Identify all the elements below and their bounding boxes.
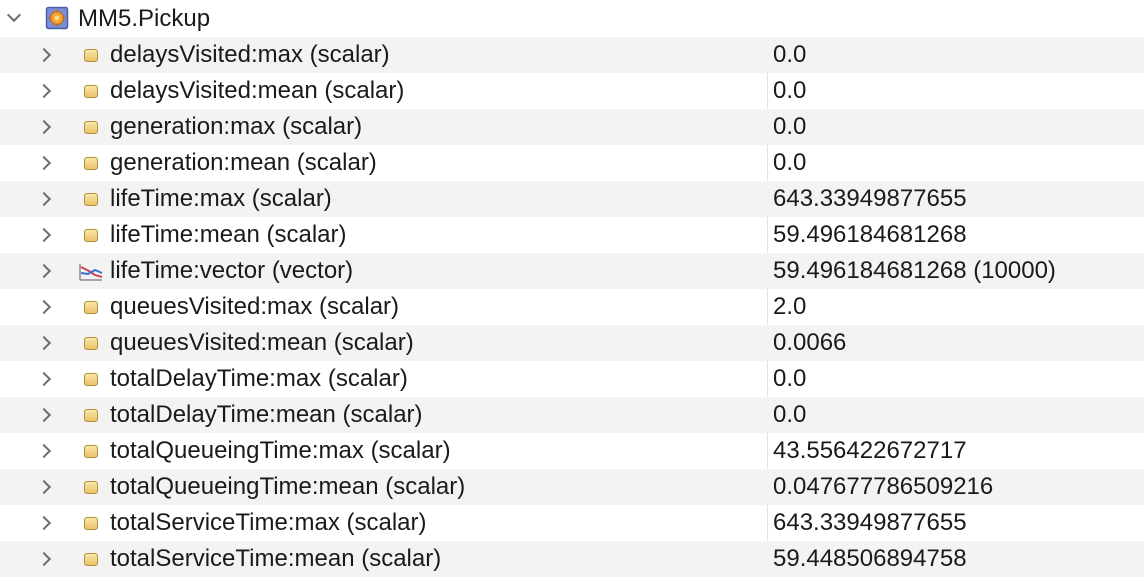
row-label: delaysVisited:max (scalar) (110, 41, 390, 68)
name-cell: totalDelayTime:max (scalar) (0, 361, 767, 397)
name-cell: totalQueueingTime:max (scalar) (0, 433, 767, 469)
scalar-icon (84, 193, 98, 206)
tree-row[interactable]: totalServiceTime:mean (scalar) 59.4485068… (0, 541, 1144, 577)
scalar-icon (84, 481, 98, 494)
tree-row[interactable]: generation:max (scalar) 0.0 (0, 109, 1144, 145)
row-label: lifeTime:vector (vector) (110, 257, 354, 284)
row-value: 59.496184681268 (10000) (773, 257, 1056, 284)
row-value: 0.0 (773, 365, 807, 392)
tree-row[interactable]: totalServiceTime:max (scalar) 643.3394987… (0, 505, 1144, 541)
scalar-icon (84, 373, 98, 386)
tree-row[interactable]: delaysVisited:mean (scalar) 0.0 (0, 73, 1144, 109)
module-icon (45, 6, 69, 30)
list-end-spacer (0, 577, 1144, 582)
name-cell: generation:mean (scalar) (0, 145, 767, 181)
scalar-icon (84, 229, 98, 242)
row-value: 0.0 (773, 401, 807, 428)
row-label: queuesVisited:mean (scalar) (110, 329, 414, 356)
chevron-right-icon[interactable] (36, 83, 52, 99)
chevron-down-icon[interactable] (6, 7, 22, 23)
name-cell: queuesVisited:max (scalar) (0, 289, 767, 325)
row-value: 0.0 (773, 113, 807, 140)
scalar-icon (84, 49, 98, 62)
root-label: MM5.Pickup (78, 4, 211, 32)
name-cell: lifeTime:vector (vector) (0, 253, 767, 289)
tree-row[interactable]: totalQueueingTime:mean (scalar) 0.0476777… (0, 469, 1144, 505)
scalar-icon (84, 553, 98, 566)
tree-row[interactable]: totalDelayTime:mean (scalar) 0.0 (0, 397, 1144, 433)
scalar-icon (84, 301, 98, 314)
chevron-right-icon[interactable] (36, 551, 52, 567)
row-label: lifeTime:mean (scalar) (110, 221, 347, 248)
tree-row[interactable]: generation:mean (scalar) 0.0 (0, 145, 1144, 181)
chevron-right-icon[interactable] (36, 299, 52, 315)
tree-rows: delaysVisited:max (scalar) 0.0 delaysVisit… (0, 37, 1144, 577)
chevron-right-icon[interactable] (36, 371, 52, 387)
column-divider (767, 0, 768, 582)
name-cell: lifeTime:max (scalar) (0, 181, 767, 217)
chevron-right-icon[interactable] (36, 155, 52, 171)
scalar-icon (84, 337, 98, 350)
tree-row[interactable]: queuesVisited:max (scalar) 2.0 (0, 289, 1144, 325)
name-cell: lifeTime:mean (scalar) (0, 217, 767, 253)
name-cell: queuesVisited:mean (scalar) (0, 325, 767, 361)
tree-row[interactable]: lifeTime:max (scalar) 643.33949877655 (0, 181, 1144, 217)
row-label: totalDelayTime:mean (scalar) (110, 401, 423, 428)
name-cell: delaysVisited:max (scalar) (0, 37, 767, 73)
tree-row[interactable]: totalQueueingTime:max (scalar) 43.5564226… (0, 433, 1144, 469)
row-label: totalQueueingTime:max (scalar) (110, 437, 451, 464)
name-cell: totalQueueingTime:mean (scalar) (0, 469, 767, 505)
row-value: 43.556422672717 (773, 437, 967, 464)
row-value: 59.496184681268 (773, 221, 967, 248)
scalar-icon (84, 409, 98, 422)
row-label: queuesVisited:max (scalar) (110, 293, 400, 320)
root-name-cell: MM5.Pickup (0, 0, 767, 37)
chevron-right-icon[interactable] (36, 263, 52, 279)
chevron-right-icon[interactable] (36, 227, 52, 243)
tree-row[interactable]: delaysVisited:max (scalar) 0.0 (0, 37, 1144, 73)
chevron-right-icon[interactable] (36, 335, 52, 351)
row-value: 0.0 (773, 149, 807, 176)
row-value: 0.0 (773, 77, 807, 104)
row-value: 2.0 (773, 293, 807, 320)
name-cell: totalServiceTime:max (scalar) (0, 505, 767, 541)
row-label: totalServiceTime:mean (scalar) (110, 545, 442, 572)
scalar-icon (84, 445, 98, 458)
tree-row[interactable]: totalDelayTime:max (scalar) 0.0 (0, 361, 1144, 397)
row-label: generation:max (scalar) (110, 113, 363, 140)
row-label: delaysVisited:mean (scalar) (110, 77, 405, 104)
chevron-right-icon[interactable] (36, 47, 52, 63)
name-cell: delaysVisited:mean (scalar) (0, 73, 767, 109)
row-value: 0.047677786509216 (773, 473, 994, 500)
scalar-icon (84, 85, 98, 98)
row-label: lifeTime:max (scalar) (110, 185, 332, 212)
tree-row[interactable]: lifeTime:mean (scalar) 59.496184681268 (0, 217, 1144, 253)
vector-icon (79, 264, 103, 281)
row-label: totalQueueingTime:mean (scalar) (110, 473, 466, 500)
scalar-icon (84, 517, 98, 530)
row-value: 0.0 (773, 41, 807, 68)
name-cell: generation:max (scalar) (0, 109, 767, 145)
name-cell: totalServiceTime:mean (scalar) (0, 541, 767, 577)
row-value: 0.0066 (773, 329, 847, 356)
chevron-right-icon[interactable] (36, 407, 52, 423)
row-value: 643.33949877655 (773, 185, 967, 212)
tree-row[interactable]: queuesVisited:mean (scalar) 0.0066 (0, 325, 1144, 361)
row-value: 643.33949877655 (773, 509, 967, 536)
name-cell: totalDelayTime:mean (scalar) (0, 397, 767, 433)
chevron-right-icon[interactable] (36, 191, 52, 207)
row-label: totalServiceTime:max (scalar) (110, 509, 427, 536)
chevron-right-icon[interactable] (36, 515, 52, 531)
row-label: totalDelayTime:max (scalar) (110, 365, 408, 392)
tree-row[interactable]: lifeTime:vector (vector) 59.496184681268 … (0, 253, 1144, 289)
chevron-right-icon[interactable] (36, 443, 52, 459)
row-value: 59.448506894758 (773, 545, 967, 572)
chevron-right-icon[interactable] (36, 119, 52, 135)
scalar-icon (84, 157, 98, 170)
scalar-icon (84, 121, 98, 134)
tree-node-root[interactable]: MM5.Pickup (0, 0, 1144, 37)
row-label: generation:mean (scalar) (110, 149, 377, 176)
chevron-right-icon[interactable] (36, 479, 52, 495)
